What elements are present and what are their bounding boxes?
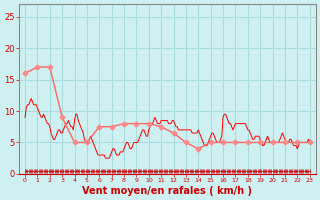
X-axis label: Vent moyen/en rafales ( km/h ): Vent moyen/en rafales ( km/h ): [82, 186, 252, 196]
